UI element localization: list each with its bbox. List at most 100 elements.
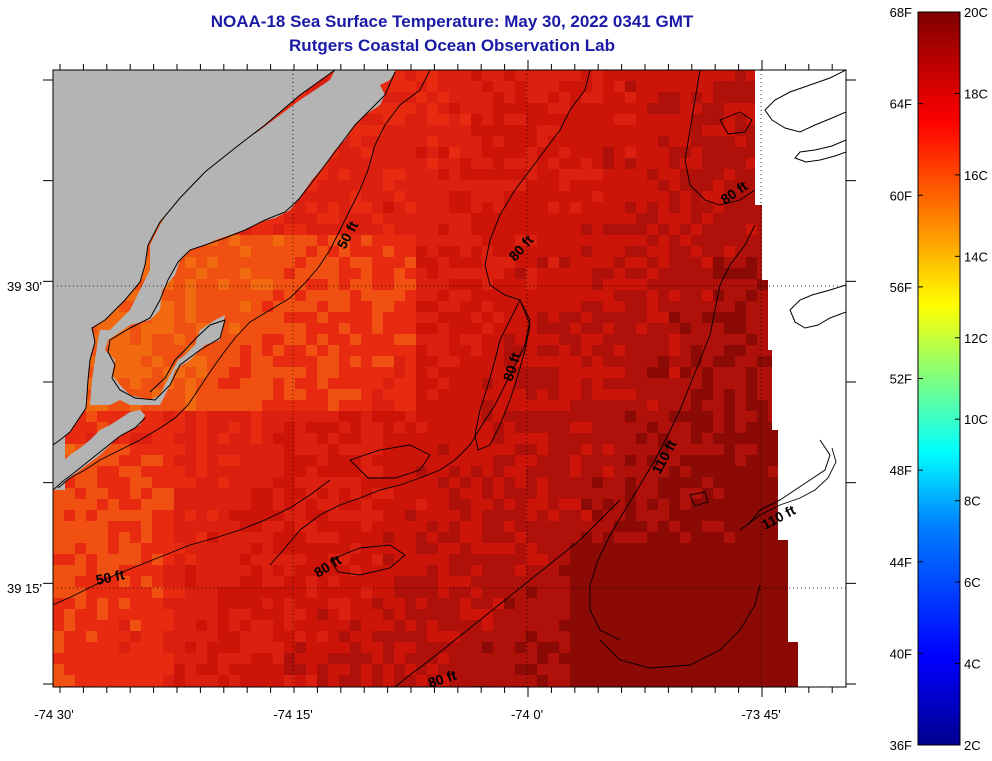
sst-cell <box>427 664 439 676</box>
sst-cell <box>284 246 296 258</box>
sst-cell <box>295 279 307 291</box>
sst-cell <box>614 257 626 269</box>
sst-cell <box>262 400 274 412</box>
sst-cell <box>691 543 703 555</box>
sst-cell <box>196 477 208 489</box>
sst-cell <box>724 279 736 291</box>
sst-cell <box>735 532 747 544</box>
sst-cell <box>570 356 582 368</box>
sst-cell <box>207 609 219 621</box>
sst-cell <box>273 279 285 291</box>
sst-cell <box>614 411 626 423</box>
sst-cell <box>427 675 439 687</box>
sst-cell <box>482 675 494 687</box>
sst-cell <box>493 180 505 192</box>
sst-cell <box>669 675 681 687</box>
sst-cell <box>570 389 582 401</box>
sst-cell <box>570 433 582 445</box>
sst-cell <box>581 180 593 192</box>
sst-cell <box>262 356 274 368</box>
sst-cell <box>339 543 351 555</box>
sst-cell <box>493 653 505 665</box>
sst-cell <box>570 466 582 478</box>
sst-cell <box>108 455 120 467</box>
sst-cell <box>504 400 516 412</box>
sst-cell <box>427 367 439 379</box>
sst-cell <box>350 169 362 181</box>
sst-cell <box>658 345 670 357</box>
sst-cell <box>438 488 450 500</box>
sst-cell <box>702 290 714 302</box>
sst-cell <box>460 70 472 82</box>
sst-cell <box>669 290 681 302</box>
sst-cell <box>669 422 681 434</box>
sst-cell <box>130 356 142 368</box>
sst-cell <box>306 576 318 588</box>
sst-cell <box>273 532 285 544</box>
sst-cell <box>350 609 362 621</box>
sst-cell <box>394 235 406 247</box>
sst-cell <box>339 554 351 566</box>
sst-cell <box>658 642 670 654</box>
sst-cell <box>427 422 439 434</box>
sst-cell <box>460 235 472 247</box>
sst-cell <box>251 521 263 533</box>
sst-cell <box>438 675 450 687</box>
sst-cell <box>570 257 582 269</box>
sst-cell <box>658 202 670 214</box>
sst-cell <box>504 323 516 335</box>
sst-cell <box>493 675 505 687</box>
sst-cell <box>724 125 736 137</box>
sst-cell <box>350 323 362 335</box>
sst-cell <box>559 642 571 654</box>
sst-cell <box>174 521 186 533</box>
sst-cell <box>372 488 384 500</box>
sst-cell <box>636 345 648 357</box>
sst-cell <box>592 290 604 302</box>
sst-cell <box>713 246 725 258</box>
sst-cell <box>515 279 527 291</box>
sst-cell <box>185 675 197 687</box>
sst-cell <box>108 664 120 676</box>
sst-cell <box>548 411 560 423</box>
sst-cell <box>746 477 758 489</box>
colorbar-f-label: 40F <box>890 646 912 661</box>
sst-cell <box>625 576 637 588</box>
sst-cell <box>548 356 560 368</box>
sst-cell <box>493 598 505 610</box>
sst-cell <box>581 191 593 203</box>
sst-cell <box>614 433 626 445</box>
sst-cell <box>735 444 747 456</box>
contour-50ft-south <box>53 479 331 606</box>
sst-cell <box>394 147 406 159</box>
sst-cell <box>559 532 571 544</box>
sst-cell <box>317 565 329 577</box>
sst-cell <box>614 213 626 225</box>
sst-cell <box>97 477 109 489</box>
sst-cell <box>647 70 659 82</box>
sst-cell <box>581 323 593 335</box>
sst-cell <box>746 345 758 357</box>
sst-cell <box>229 565 241 577</box>
sst-cell <box>75 686 87 687</box>
sst-cell <box>702 367 714 379</box>
sst-cell <box>196 664 208 676</box>
sst-cell <box>603 466 615 478</box>
sst-cell <box>438 279 450 291</box>
sst-cell <box>449 114 461 126</box>
sst-cell <box>691 169 703 181</box>
sst-cell <box>427 587 439 599</box>
sst-cell <box>680 532 692 544</box>
sst-cell <box>724 598 736 610</box>
sst-cell <box>207 620 219 632</box>
sst-cell <box>570 246 582 258</box>
sst-cell <box>515 411 527 423</box>
sst-cell <box>97 411 109 423</box>
sst-cell <box>713 301 725 313</box>
sst-cell <box>724 543 736 555</box>
sst-cell <box>394 565 406 577</box>
sst-cell <box>669 323 681 335</box>
sst-cell <box>449 125 461 137</box>
sst-cell <box>306 400 318 412</box>
sst-cell <box>702 158 714 170</box>
